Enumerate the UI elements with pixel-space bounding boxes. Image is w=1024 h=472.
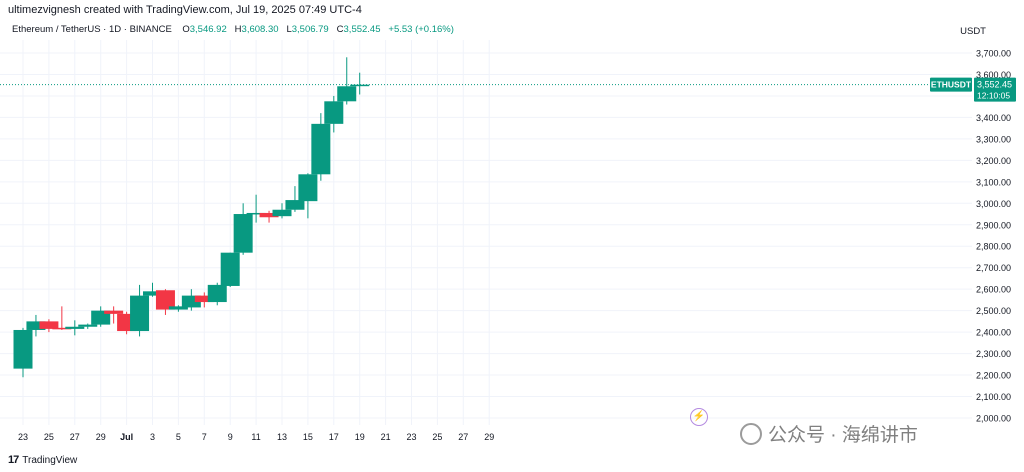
- candle-body: [91, 310, 111, 325]
- x-tick-label: 21: [381, 432, 391, 442]
- change-value: +5.53 (+0.16%): [388, 24, 454, 35]
- y-tick-label: 2,600.00: [976, 285, 1011, 295]
- x-tick-label: 5: [176, 432, 181, 442]
- symbol-title[interactable]: Ethereum / TetherUS · 1D · BINANCE: [12, 24, 172, 35]
- symbol-tag: [930, 77, 972, 92]
- y-tick-label: 2,000.00: [976, 414, 1011, 424]
- y-tick-label: 3,400.00: [976, 113, 1011, 123]
- symbol-tag-label: ETHUSDT: [931, 80, 972, 90]
- candle-body: [233, 214, 253, 253]
- candle-body: [285, 200, 305, 210]
- x-tick-label: 27: [70, 432, 80, 442]
- candle-body: [143, 291, 162, 296]
- x-tick-label: 13: [277, 432, 287, 442]
- x-tick-label: 15: [303, 432, 313, 442]
- y-tick-label: 3,100.00: [976, 177, 1011, 187]
- x-tick-label: 29: [96, 432, 106, 442]
- y-tick-label: 2,700.00: [976, 263, 1011, 273]
- wechat-icon: [740, 422, 762, 445]
- y-tick-label: 3,200.00: [976, 156, 1011, 166]
- x-tick-label: 29: [484, 432, 494, 442]
- candle-body: [350, 84, 370, 87]
- candle-body: [65, 326, 85, 329]
- candle-body: [155, 290, 175, 310]
- y-tick-label: 2,900.00: [976, 220, 1011, 230]
- candle-body: [52, 327, 72, 330]
- y-tick-label: 2,800.00: [976, 242, 1011, 252]
- close-value: 3,552.45: [343, 24, 381, 35]
- candle-body: [220, 252, 240, 286]
- x-tick-label: 25: [44, 432, 54, 442]
- candle-body: [272, 209, 292, 217]
- candle-body: [13, 329, 33, 369]
- watermark: 公众号 · 海绵讲市: [740, 420, 918, 447]
- y-tick-label: 3,600.00: [976, 70, 1011, 80]
- y-tick-label: 2,200.00: [976, 371, 1011, 381]
- x-tick-label: 3: [150, 432, 155, 442]
- low-label: L: [286, 24, 292, 35]
- candle-body: [194, 295, 214, 303]
- ohlc-legend: Ethereum / TetherUS · 1D · BINANCE O3,54…: [12, 24, 454, 35]
- y-tick-label: 2,100.00: [976, 392, 1011, 402]
- x-tick-label: 23: [406, 432, 416, 442]
- x-tick-label: 11: [251, 432, 260, 442]
- candle-body: [207, 284, 227, 303]
- candle-body: [78, 324, 98, 327]
- x-tick-label: 17: [329, 432, 339, 442]
- x-tick-label: 25: [432, 432, 442, 442]
- x-tick-label: 27: [458, 432, 468, 442]
- price-tag: [974, 77, 1016, 102]
- candle-body: [181, 295, 201, 308]
- y-tick-label: 2,400.00: [976, 328, 1011, 338]
- candle-body: [168, 306, 188, 310]
- tradingview-footer[interactable]: 17 TradingView: [8, 454, 77, 466]
- lightning-icon[interactable]: ⚡: [690, 408, 708, 426]
- x-tick-label: 23: [18, 432, 28, 442]
- candle-body: [324, 101, 344, 124]
- chart-attribution: ultimezvignesh created with TradingView.…: [8, 4, 362, 16]
- price-tag-value: 3,552.45: [977, 80, 1012, 90]
- candle-body: [246, 212, 266, 215]
- candle-body: [39, 321, 59, 329]
- watermark-text: 公众号 · 海绵讲市: [768, 425, 918, 446]
- candle-body: [26, 321, 46, 330]
- candle-body: [311, 123, 331, 175]
- currency-label[interactable]: USDT: [960, 26, 986, 37]
- y-tick-label: 3,000.00: [976, 199, 1011, 209]
- low-value: 3,506.79: [291, 24, 329, 35]
- high-label: H: [234, 24, 242, 35]
- x-tick-label: 7: [202, 432, 207, 442]
- y-tick-label: 3,300.00: [976, 134, 1011, 144]
- candle-body: [298, 174, 318, 202]
- open-label: O: [182, 24, 190, 35]
- open-value: 3,546.92: [189, 24, 227, 35]
- candle-body: [259, 212, 279, 218]
- candle-body: [130, 295, 150, 332]
- tradingview-brand: TradingView: [22, 454, 78, 466]
- candle-body: [337, 86, 357, 102]
- y-tick-label: 3,700.00: [976, 49, 1011, 59]
- y-tick-label: 2,300.00: [976, 349, 1011, 359]
- price-tag-countdown: 12:10:05: [977, 91, 1010, 101]
- y-tick-label: 2,500.00: [976, 306, 1011, 316]
- candle-body: [104, 310, 124, 314]
- x-tick-label: Jul: [120, 432, 133, 442]
- close-label: C: [336, 24, 344, 35]
- x-tick-label: 19: [355, 432, 365, 442]
- high-value: 3,608.30: [241, 24, 279, 35]
- x-tick-label: 9: [228, 432, 233, 442]
- tradingview-logo-icon: 17: [8, 454, 19, 466]
